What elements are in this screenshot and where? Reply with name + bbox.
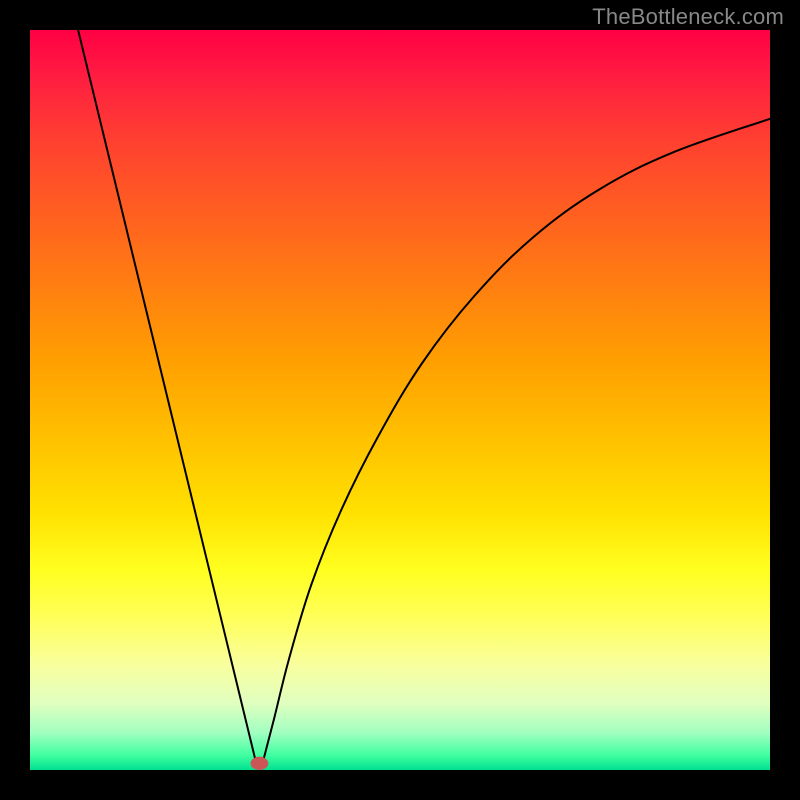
watermark-text: TheBottleneck.com [592,4,784,30]
chart-stage: TheBottleneck.com [0,0,800,800]
bottleneck-chart [0,0,800,800]
optimum-marker [251,757,269,770]
